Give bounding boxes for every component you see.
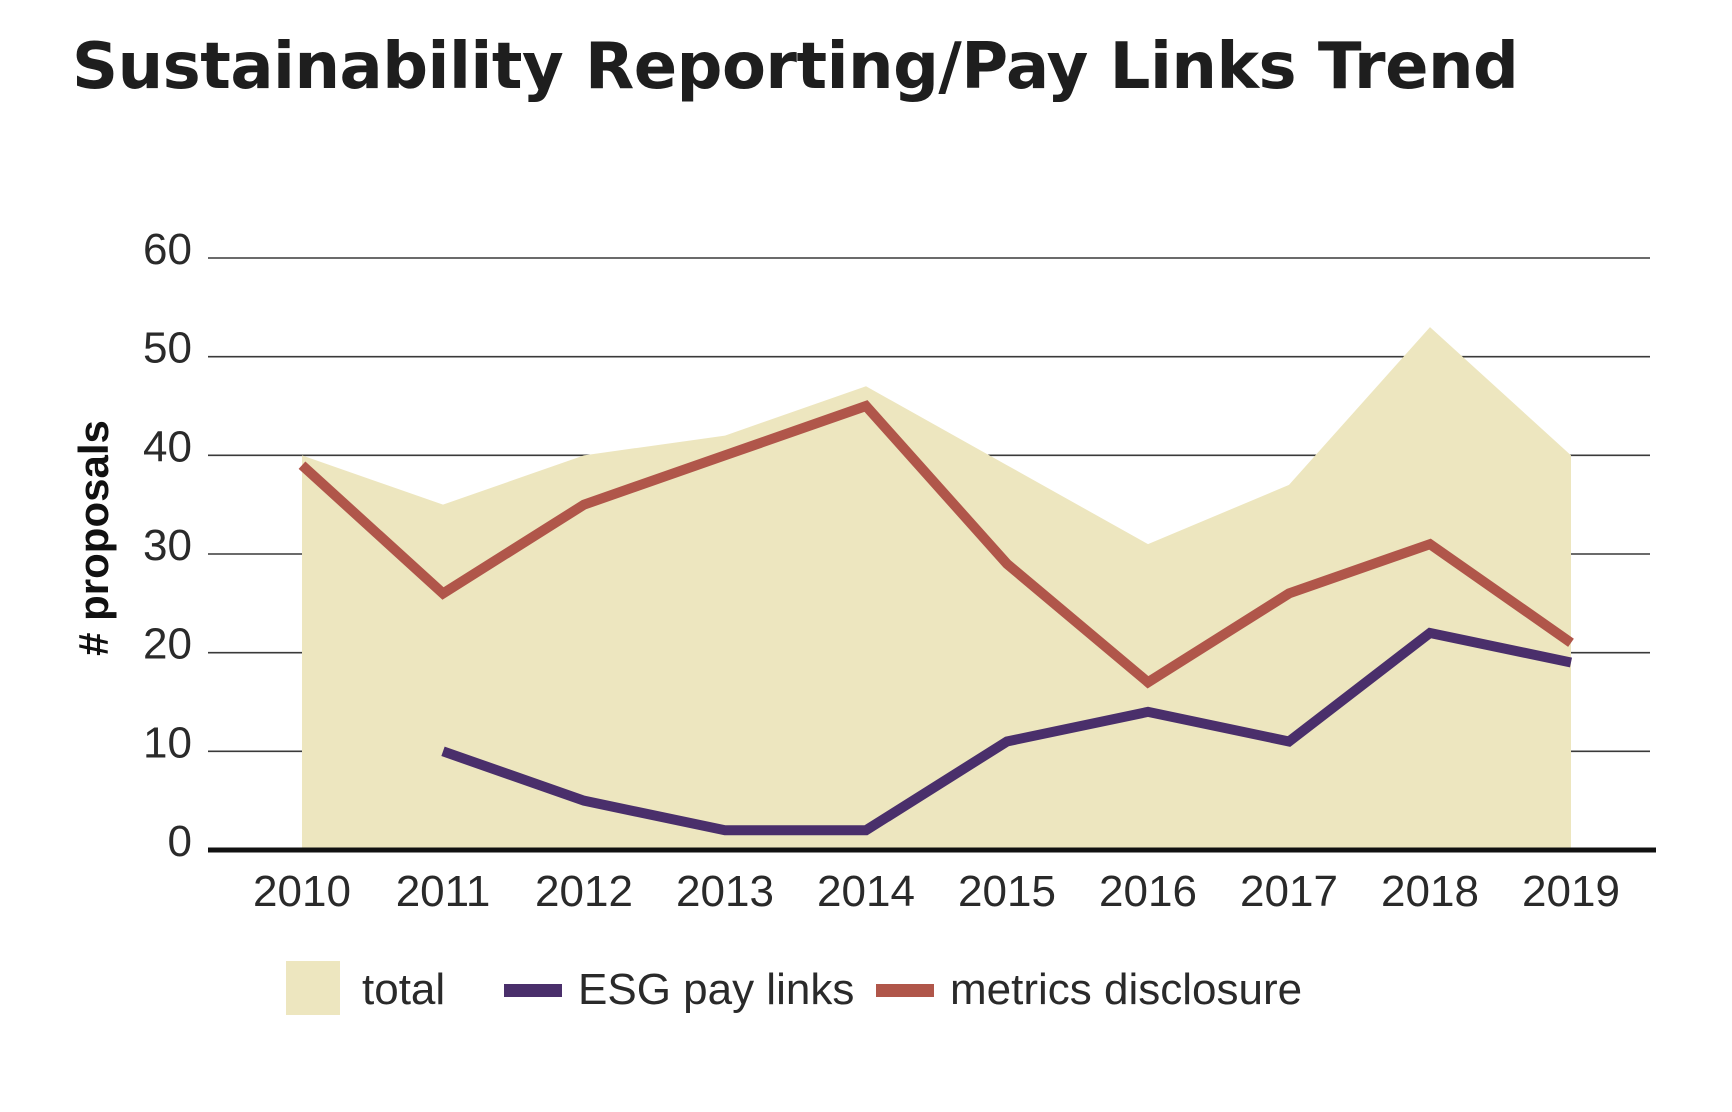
legend-swatch-esg-pay-links bbox=[504, 984, 562, 997]
x-tick-label: 2012 bbox=[535, 867, 633, 916]
x-tick-label: 2018 bbox=[1381, 867, 1479, 916]
x-tick-label: 2017 bbox=[1240, 867, 1338, 916]
y-tick-label: 60 bbox=[143, 225, 192, 274]
area-layer bbox=[302, 327, 1571, 851]
x-tick-label: 2010 bbox=[253, 867, 351, 916]
line-series-metrics-disclosure bbox=[298, 400, 1574, 689]
legend-label-total: total bbox=[362, 965, 445, 1014]
x-tick-label: 2015 bbox=[958, 867, 1056, 916]
legend-label-esg-pay-links: ESG pay links bbox=[578, 965, 854, 1014]
y-tick-label: 20 bbox=[143, 620, 192, 669]
x-tick-label: 2019 bbox=[1522, 867, 1620, 916]
legend-label-metrics-disclosure: metrics disclosure bbox=[950, 965, 1302, 1014]
area-series-total bbox=[302, 327, 1571, 851]
legend: total ESG pay links metrics disclosure bbox=[286, 961, 1302, 1015]
line-series-esg-pay-links bbox=[441, 627, 1573, 836]
y-tick-label: 30 bbox=[143, 521, 192, 570]
chart-title: Sustainability Reporting/Pay Links Trend bbox=[72, 30, 1519, 104]
x-tick-label: 2014 bbox=[817, 867, 915, 916]
y-tick-label: 50 bbox=[143, 324, 192, 373]
legend-swatch-metrics-disclosure bbox=[876, 984, 934, 997]
line-layer bbox=[298, 400, 1574, 836]
x-tick-label: 2016 bbox=[1099, 867, 1197, 916]
x-tick-label: 2013 bbox=[676, 867, 774, 916]
y-axis-label: # proposals bbox=[70, 420, 117, 656]
y-tick-label: 0 bbox=[168, 817, 192, 866]
y-tick-label: 40 bbox=[143, 422, 192, 471]
legend-swatch-total bbox=[286, 961, 340, 1015]
y-tick-label: 10 bbox=[143, 718, 192, 767]
axis-layer: 0 10 20 30 40 50 60 2010 2011 2012 2013 2014 2015 201… bbox=[143, 225, 1656, 916]
x-tick-label: 2011 bbox=[396, 867, 491, 916]
